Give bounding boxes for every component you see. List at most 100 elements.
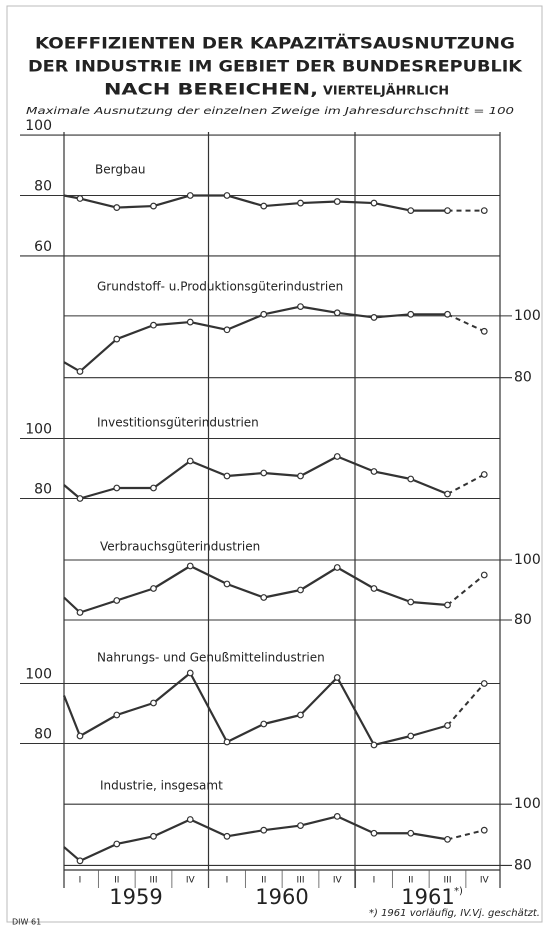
title-line: KOEFFIZIENTEN DER KAPAZITÄTSAUSNUTZUNG [35,34,515,53]
data-point [150,699,157,707]
data-point [370,829,378,837]
year-label: 1959 [109,885,162,909]
y-tick-label: 100 [25,667,52,683]
y-tick-label: 80 [34,727,52,743]
title-suffix: VIERTELJÄHRLICH [323,83,449,98]
title-line: NACH BEREICHEN, [104,80,318,99]
data-point [150,321,157,329]
y-tick-label: 100 [514,552,541,568]
x-tick-label: I [226,876,229,886]
data-point [333,813,341,820]
data-point [260,720,268,728]
data-point [480,826,488,834]
data-point [223,580,231,588]
y-tick-label: 100 [514,308,541,324]
data-line [63,305,448,373]
data-point [297,303,304,311]
data-point [444,207,451,215]
data-point [480,571,488,579]
data-point [113,484,121,492]
year-label: 1960 [255,885,308,909]
data-point [76,195,84,202]
y-tick-label: 80 [514,370,532,386]
data-point [76,368,84,375]
data-point [444,601,451,609]
y-tick-label: 100 [514,796,541,812]
data-point [260,310,268,318]
panel-title: Nahrungs- und Genußmittelindustrien [97,651,325,665]
panel-title: Grundstoff- u.Produktionsgüterindustrien [97,280,343,294]
data-point [223,326,231,334]
data-point [260,826,268,834]
data-point [333,453,341,460]
data-point [113,335,121,343]
data-point [186,669,194,677]
data-point [370,314,378,321]
data-point [150,832,157,840]
data-point [223,738,231,746]
data-point [297,711,304,719]
estimated-line [447,473,485,495]
data-point [113,711,121,719]
x-tick-label: III [444,876,452,886]
panel-title: Industrie, insgesamt [100,779,223,793]
data-point [150,484,157,492]
data-point [333,674,341,681]
data-point [260,469,268,477]
data-point [113,597,121,604]
data-point [76,495,84,502]
data-point [444,310,451,318]
data-line [63,564,448,614]
x-tick-label: II [408,876,413,886]
data-point [260,202,268,210]
footnote: *) 1961 vorläufig, IV.Vj. geschätzt. [369,908,540,919]
data-point [407,310,415,318]
y-tick-label: 80 [514,612,532,628]
credit: DIW 61 [12,918,41,927]
x-tick-label: III [297,876,305,886]
data-point [370,741,378,749]
estimated-line [446,682,486,727]
panel-title: Investitionsgüterindustrien [97,416,259,430]
x-tick-label: I [79,876,82,886]
data-point [407,732,415,740]
x-tick-label: II [114,876,119,886]
data-point [113,840,121,848]
data-point [186,457,194,465]
y-tick-label: 100 [25,422,52,438]
data-point [297,472,304,480]
data-point [370,468,378,475]
data-point [186,816,194,823]
subtitle: Maximale Ausnutzung der einzelnen Zweige… [26,106,514,117]
panel-title: Verbrauchsgüterindustrien [100,540,260,554]
data-point [297,199,304,207]
data-point [113,204,121,211]
x-tick-label: IV [480,876,490,886]
x-tick-label: I [373,876,376,886]
data-point [150,202,157,210]
data-point [223,192,231,199]
x-tick-label: III [150,876,158,886]
data-line [63,194,448,212]
frame-lines [63,132,501,888]
data-point [480,471,488,478]
y-tick-label: 100 [25,118,52,134]
y-tick-label: 80 [514,857,532,873]
data-point [333,309,341,317]
estimated-line [446,574,485,606]
data-point [407,829,415,837]
data-point [444,490,451,498]
data-point [260,594,268,601]
data-point [297,586,304,594]
data-point [407,207,415,215]
estimated-line [447,829,485,841]
title-line: DER INDUSTRIE IM GEBIET DER BUNDESREPUBL… [28,57,523,76]
data-line [63,455,448,500]
data-point [223,832,231,840]
year-note: *) [454,886,463,897]
data-point [480,680,488,687]
page-border [6,5,543,923]
data-point [186,562,194,570]
data-point [370,585,378,592]
